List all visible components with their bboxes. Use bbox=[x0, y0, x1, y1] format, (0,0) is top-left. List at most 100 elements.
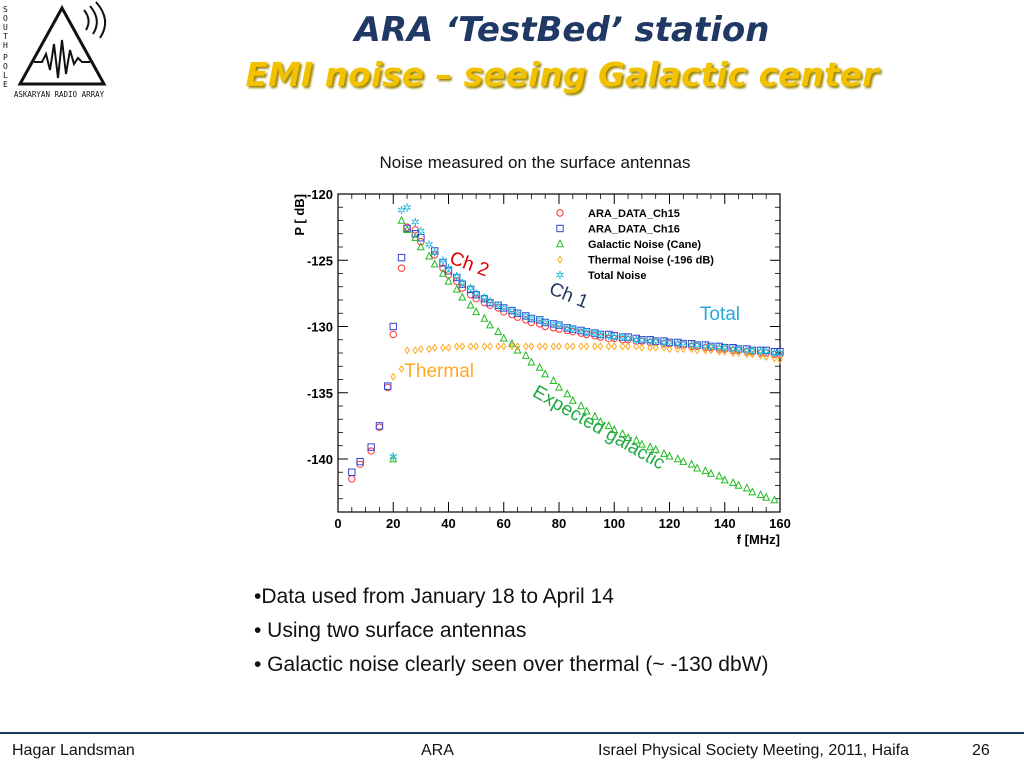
data-point bbox=[554, 382, 564, 391]
data-point bbox=[777, 355, 783, 364]
x-axis-label: f [MHz] bbox=[737, 532, 780, 547]
series-4: ✲✲✲✲✲✲✲✲✲✲✲ ✲✲ ✲✲ ✲✲ ✲✲ ✲✲ ✲✲ ✲✲ ✲✲ ✲✲ ✲✲ ✲✲ ✲✲ ✲✲ ✲✲ ✲… bbox=[389, 201, 785, 463]
logo-bottom-text: ASKARYAN RADIO ARRAY bbox=[14, 90, 105, 99]
data-point bbox=[665, 451, 674, 460]
data-point bbox=[577, 401, 586, 410]
data-point: ✲ bbox=[770, 347, 779, 360]
data-point bbox=[666, 344, 673, 354]
data-point bbox=[481, 342, 488, 351]
data-point bbox=[624, 432, 633, 441]
data-point bbox=[743, 345, 751, 353]
data-point bbox=[390, 372, 397, 381]
data-point bbox=[776, 347, 784, 356]
x-tick-label: 160 bbox=[769, 516, 791, 531]
data-point: ✲ bbox=[452, 270, 461, 283]
data-point bbox=[632, 334, 641, 343]
bullet-list: •Data used from January 18 to April 14 •… bbox=[254, 580, 768, 682]
data-point: ✲ bbox=[673, 338, 682, 351]
data-point: ✲ bbox=[720, 342, 729, 355]
bullet-item: • Galactic noise clearly seen over therm… bbox=[254, 653, 769, 676]
data-point: ✲ bbox=[513, 307, 522, 320]
data-point bbox=[721, 347, 728, 356]
y-tick-label: -140 bbox=[307, 452, 333, 467]
data-point bbox=[734, 480, 743, 489]
data-point bbox=[411, 230, 420, 238]
data-point: ✲ bbox=[472, 287, 481, 300]
data-point bbox=[592, 342, 598, 351]
data-point: ✲ bbox=[665, 336, 674, 349]
data-point bbox=[430, 247, 439, 255]
data-point: ✲ bbox=[728, 343, 737, 356]
data-point: ✲ bbox=[610, 331, 619, 344]
data-point: ✲ bbox=[402, 201, 411, 214]
data-point bbox=[439, 264, 447, 272]
data-point: ✲ bbox=[554, 319, 563, 332]
data-point bbox=[729, 478, 738, 487]
data-point bbox=[763, 352, 770, 362]
data-point bbox=[389, 322, 397, 331]
data-point bbox=[397, 253, 406, 262]
x-tick-label: 100 bbox=[603, 516, 625, 531]
noise-chart: 0 20 40 60 80 100 120 140 160 -120 -125 -130 -135 -14… bbox=[292, 187, 791, 547]
data-point bbox=[618, 429, 627, 438]
data-point bbox=[624, 333, 632, 341]
data-point bbox=[466, 285, 475, 294]
data-point bbox=[563, 389, 572, 398]
data-point bbox=[500, 342, 507, 351]
data-point bbox=[673, 454, 682, 463]
data-point bbox=[734, 345, 743, 353]
data-point bbox=[605, 342, 612, 351]
data-point bbox=[694, 346, 700, 355]
data-point bbox=[693, 341, 701, 349]
data-point bbox=[618, 333, 627, 341]
page-title: ARA ‘TestBed’ station bbox=[354, 10, 770, 50]
data-point bbox=[556, 342, 562, 351]
data-point bbox=[651, 444, 660, 453]
data-point bbox=[440, 343, 446, 352]
data-point bbox=[458, 280, 467, 288]
data-point bbox=[748, 487, 757, 496]
data-point: ✲ bbox=[521, 310, 530, 323]
data-point: ✲ bbox=[632, 334, 641, 347]
data-point bbox=[583, 342, 590, 351]
data-point bbox=[480, 313, 489, 322]
data-point bbox=[596, 417, 605, 426]
data-point bbox=[356, 457, 364, 466]
x-tick-label: 60 bbox=[497, 516, 511, 531]
data-point bbox=[459, 342, 466, 351]
data-point bbox=[702, 346, 709, 355]
x-tick-label: 40 bbox=[441, 516, 455, 531]
data-point bbox=[730, 348, 736, 358]
data-point bbox=[605, 334, 613, 343]
data-point bbox=[550, 342, 557, 351]
data-point: ✲ bbox=[541, 317, 550, 330]
data-point bbox=[452, 284, 461, 293]
data-point bbox=[445, 343, 452, 352]
data-point: ✲ bbox=[734, 343, 743, 356]
data-point bbox=[715, 342, 723, 351]
data-point bbox=[605, 330, 613, 339]
data-point bbox=[384, 382, 392, 390]
data-point bbox=[367, 443, 375, 451]
data-point bbox=[348, 468, 356, 476]
data-point bbox=[569, 342, 576, 351]
data-point: ✲ bbox=[623, 332, 632, 345]
data-point: ✲ bbox=[507, 305, 516, 318]
data-point bbox=[411, 232, 420, 241]
data-point bbox=[521, 350, 530, 359]
data-point bbox=[430, 251, 439, 259]
data-point bbox=[472, 291, 480, 299]
data-point bbox=[659, 448, 668, 457]
data-point bbox=[412, 346, 419, 355]
data-point bbox=[535, 362, 544, 371]
data-point: ✲ bbox=[637, 334, 646, 347]
data-point bbox=[646, 336, 654, 344]
legend-label: ARA_DATA_Ch16 bbox=[588, 224, 680, 236]
logo-triangle bbox=[17, 4, 107, 86]
data-point: ✲ bbox=[748, 344, 757, 357]
data-point bbox=[604, 421, 613, 430]
data-point bbox=[756, 346, 765, 355]
data-point bbox=[577, 326, 585, 335]
data-point bbox=[453, 342, 460, 351]
data-point: ✲ bbox=[596, 328, 605, 341]
